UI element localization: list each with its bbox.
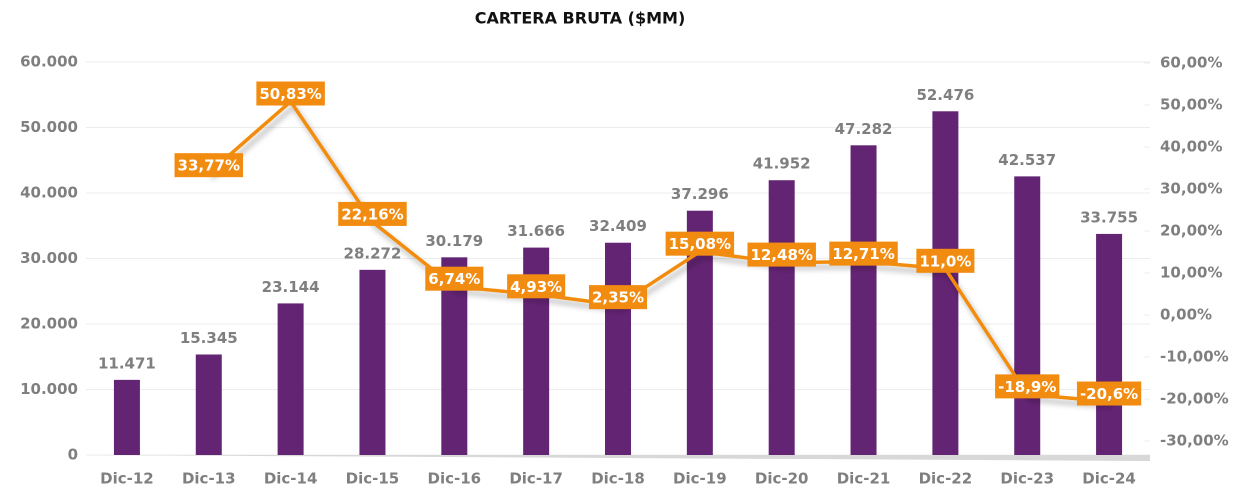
line-value-label: 11,0%: [919, 252, 971, 270]
y2-tick-label: -10,00%: [1160, 348, 1229, 366]
x-tick-label: Dic-22: [919, 470, 973, 488]
y2-tick-label: 50,00%: [1160, 96, 1222, 114]
lines: [207, 99, 1110, 404]
bar-value-label: 23.144: [262, 278, 320, 296]
bar: [277, 303, 304, 455]
line-value-label: 4,93%: [510, 278, 562, 296]
line-label-box: [256, 81, 325, 106]
line-value-label: 2,35%: [592, 289, 644, 307]
y2-tick-label: -20,00%: [1160, 390, 1229, 408]
bar: [113, 379, 140, 455]
bars: [113, 111, 1123, 456]
x-tick-label: Dic-21: [837, 470, 891, 488]
line-label-box: [425, 266, 484, 291]
line-label-box: [747, 242, 816, 267]
x-tick-label: Dic-24: [1082, 470, 1136, 488]
bar: [1014, 176, 1041, 456]
y2-tick-label: 60,00%: [1160, 54, 1222, 72]
y-tick-label: 0: [68, 446, 78, 464]
line-label-box: [507, 274, 566, 299]
line-value-label: -18,9%: [998, 378, 1056, 396]
line-value-label: 33,77%: [178, 157, 240, 175]
y2-tick-label: 10,00%: [1160, 264, 1222, 282]
x-tick-label: Dic-16: [428, 470, 482, 488]
bar: [605, 242, 631, 455]
line-value-label: 12,48%: [750, 246, 812, 264]
y2-tick-label: 0,00%: [1160, 306, 1212, 324]
y2-tick-label: 40,00%: [1160, 138, 1222, 156]
line-label-box: [665, 231, 735, 256]
line-value-label: -20,6%: [1080, 385, 1138, 403]
bar-value-label: 30.179: [425, 232, 483, 250]
line-label-box: [829, 241, 898, 266]
bar-value-label: 11.471: [98, 354, 156, 372]
bar: [359, 269, 386, 455]
line-label-box: [1076, 381, 1142, 406]
line-label-box: [588, 285, 648, 310]
y-tick-label: 50.000: [20, 118, 78, 136]
bar-value-label: 52.476: [916, 86, 974, 104]
line-label-box: [338, 201, 407, 226]
y2-tick-label: 30,00%: [1160, 180, 1222, 198]
x-tick-label: Dic-12: [100, 470, 154, 488]
x-tick-label: Dic-19: [673, 470, 727, 488]
bar-value-label: 37.296: [671, 185, 729, 203]
y2-tick-label: 20,00%: [1160, 222, 1222, 240]
line-label-box: [916, 248, 975, 273]
bar-value-label: 47.282: [835, 120, 893, 138]
x-tick-label: Dic-23: [1000, 470, 1054, 488]
bar: [1096, 233, 1123, 455]
bar-value-label: 42.537: [998, 151, 1056, 169]
line-label-box: [995, 374, 1060, 399]
x-tick-label: Dic-18: [591, 470, 645, 488]
bar-value-label: 33.755: [1080, 208, 1138, 226]
line-value-label: 22,16%: [341, 205, 403, 223]
bar-value-label: 28.272: [344, 244, 402, 262]
x-tick-label: Dic-20: [755, 470, 809, 488]
bar-value-label: 15.345: [180, 329, 238, 347]
y-tick-label: 60.000: [20, 53, 78, 71]
y2-tick-label: -30,00%: [1160, 432, 1229, 450]
chart-title: CARTERA BRUTA ($MM): [475, 9, 686, 28]
y-tick-label: 20.000: [20, 315, 78, 333]
bar: [768, 180, 795, 455]
x-tick-label: Dic-17: [509, 470, 563, 488]
bar-value-label: 41.952: [753, 155, 811, 173]
y-tick-label: 40.000: [20, 184, 78, 202]
x-tick-label: Dic-13: [182, 470, 236, 488]
bar-value-label: 31.666: [507, 222, 565, 240]
line-value-label: 12,71%: [832, 245, 894, 263]
y-tick-label: 30.000: [20, 249, 78, 267]
x-tick-label: Dic-15: [346, 470, 400, 488]
bar-value-label: 32.409: [589, 217, 647, 235]
line-value-label: 50,83%: [259, 85, 321, 103]
labels: 0 10.000 20.000 30.000 40.000 50.000 60.000 -30…: [20, 53, 1229, 488]
line-label-box: [174, 153, 244, 178]
y-tick-label: 10.000: [20, 380, 78, 398]
line-value-label: 15,08%: [669, 235, 731, 253]
x-tick-label: Dic-14: [264, 470, 318, 488]
bar: [195, 354, 222, 455]
line-value-label: 6,74%: [428, 270, 480, 288]
bar: [850, 145, 877, 455]
line: [207, 99, 1110, 404]
baseline: [86, 455, 1150, 461]
